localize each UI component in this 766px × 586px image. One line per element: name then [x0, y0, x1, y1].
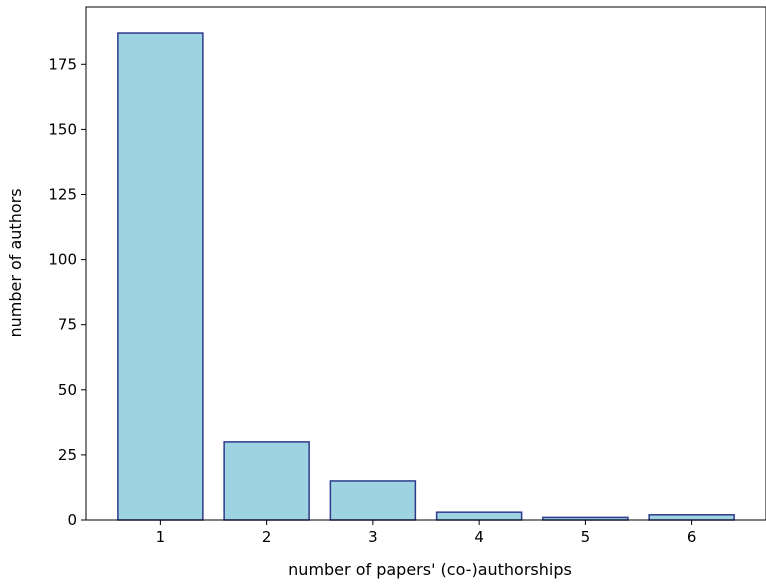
- x-tick-label: 1: [156, 528, 166, 546]
- x-tick-label: 4: [474, 528, 484, 546]
- y-tick-label: 50: [58, 381, 77, 399]
- bar-6: [648, 514, 735, 521]
- x-axis-label: number of papers' (co-)authorships: [288, 560, 572, 579]
- y-axis-ticks: 0 25 50 75 100 125 150 175: [48, 55, 86, 529]
- x-tick-label: 2: [262, 528, 272, 546]
- y-tick-label: 100: [48, 251, 77, 269]
- x-tick-label: 3: [368, 528, 378, 546]
- bar-3: [329, 480, 417, 521]
- x-axis-ticks: 1 2 3 4 5 6: [156, 520, 697, 546]
- bars-layer: [117, 32, 735, 521]
- y-tick-label: 0: [67, 511, 77, 529]
- axes-layer: [85, 6, 766, 521]
- x-tick-label: 6: [687, 528, 697, 546]
- y-tick-label: 125: [48, 185, 77, 203]
- y-tick-label: 75: [58, 316, 77, 334]
- bar-2: [223, 441, 310, 521]
- y-tick-label: 25: [58, 446, 77, 464]
- y-tick-label: 150: [48, 120, 77, 138]
- bar-1: [117, 32, 204, 521]
- x-tick-label: 5: [581, 528, 591, 546]
- y-tick-label: 175: [48, 55, 77, 73]
- plot-frame: [85, 6, 766, 521]
- y-axis-label: number of authors: [6, 188, 25, 337]
- bar-4: [435, 511, 523, 521]
